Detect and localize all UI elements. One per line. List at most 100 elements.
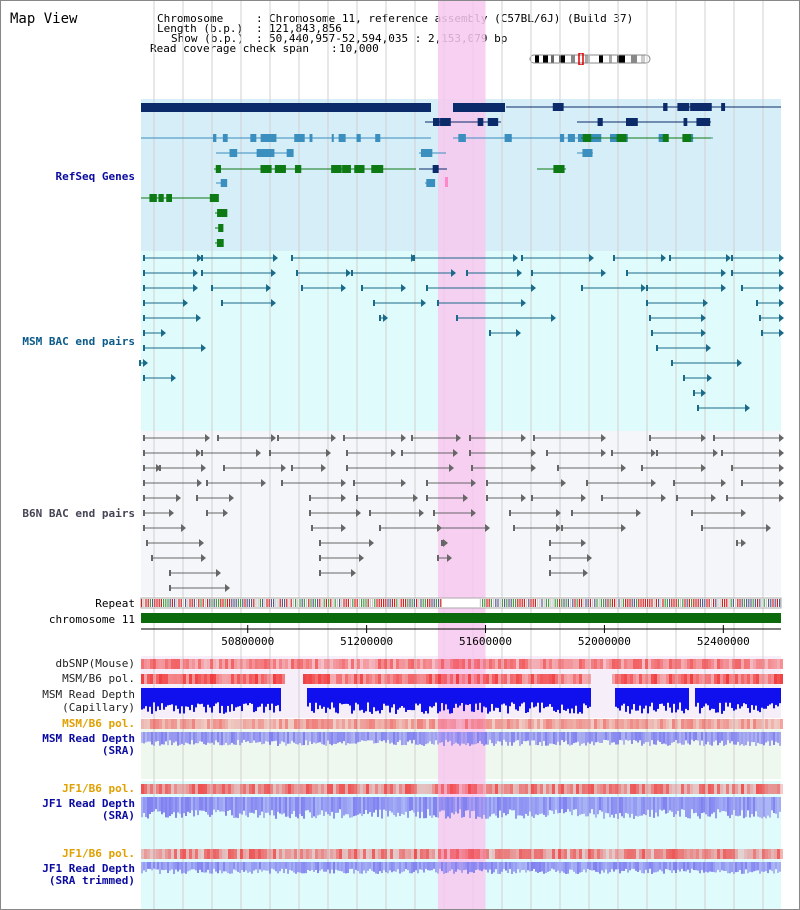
heat-cell [384, 719, 387, 729]
depth-bar [633, 732, 635, 740]
heat-cell [177, 674, 180, 684]
heat-cell [147, 674, 150, 684]
depth-bar [365, 862, 367, 874]
repeat-mark [156, 599, 158, 607]
heat-cell [462, 784, 465, 794]
heat-cell [681, 674, 684, 684]
track-label-msm-depth-capillary-sub: (Capillary) [62, 701, 135, 714]
repeat-mark [605, 599, 607, 607]
depth-bar [225, 862, 227, 872]
track-label-jf1-b6-pol[interactable]: JF1/B6 pol. [62, 782, 135, 795]
heat-cell [534, 674, 537, 684]
depth-bar [625, 732, 627, 740]
colon-4: : [331, 42, 338, 55]
heat-cell [186, 849, 189, 859]
heat-cell [588, 719, 591, 729]
repeat-mark [284, 599, 286, 607]
depth-bar [721, 688, 723, 714]
b6n-bac-pair-end [143, 450, 145, 456]
heat-cell [714, 719, 717, 729]
depth-bar [623, 797, 625, 819]
track-label-jf1-b6-pol-2[interactable]: JF1/B6 pol. [62, 847, 135, 860]
msm-bac-pair-arrow [517, 269, 522, 277]
b6n-bac-pair-end [549, 555, 551, 561]
heat-cell [675, 719, 678, 729]
depth-bar [225, 688, 227, 713]
depth-bar [455, 732, 457, 743]
msm-bac-pair-end [466, 270, 468, 276]
msm-bac-pair-arrow [531, 284, 536, 292]
repeat-mark [631, 599, 633, 607]
heat-cell [507, 719, 510, 729]
depth-bar [771, 688, 773, 704]
repeat-mark [589, 599, 591, 607]
depth-bar [629, 688, 631, 714]
depth-bar [411, 688, 413, 711]
track-label-msm-depth-sra[interactable]: MSM Read Depth [42, 732, 135, 745]
heat-cell [618, 849, 621, 859]
heat-cell [171, 659, 174, 669]
gene-exon [275, 165, 286, 173]
b6n-bac-pair-end [143, 510, 145, 516]
heat-cell [666, 659, 669, 669]
heat-cell [720, 674, 723, 684]
track-label-repeat[interactable]: Repeat [95, 597, 135, 610]
repeat-mark [147, 599, 149, 607]
b6n-bac-pair-arrow [651, 449, 656, 457]
heat-cell [705, 719, 708, 729]
depth-bar [759, 732, 761, 745]
track-label-jf1-depth-sra[interactable]: JF1 Read Depth [42, 797, 135, 810]
depth-bar [775, 862, 777, 870]
repeat-mark [609, 599, 611, 607]
depth-bar [363, 732, 365, 741]
heat-cell [699, 674, 702, 684]
depth-bar [295, 797, 297, 817]
heat-cell [270, 784, 273, 794]
track-label-msm-b6-pol[interactable]: MSM/B6 pol. [62, 672, 135, 685]
track-label-refseq[interactable]: RefSeq Genes [55, 170, 135, 183]
depth-bar [731, 732, 733, 742]
repeat-mark [394, 599, 396, 607]
depth-bar [141, 797, 143, 818]
depth-bar [671, 862, 673, 873]
depth-bar [351, 732, 353, 744]
track-label-msm-depth-capillary[interactable]: MSM Read Depth [42, 688, 135, 701]
track-label-msm-b6-pol-sra[interactable]: MSM/B6 pol. [62, 717, 135, 730]
track-label-msm-bac[interactable]: MSM BAC end pairs [22, 335, 135, 348]
depth-bar [767, 732, 769, 742]
b6n-bac-pair-end [437, 525, 439, 531]
repeat-mark [620, 599, 622, 607]
depth-bar [187, 862, 189, 872]
depth-bar [195, 797, 197, 811]
depth-bar [761, 732, 763, 745]
heat-cell [777, 674, 780, 684]
depth-bar [321, 797, 323, 811]
heat-cell [513, 719, 516, 729]
heat-cell [147, 784, 150, 794]
depth-bar [599, 862, 601, 874]
repeat-mark [292, 599, 294, 607]
depth-bar [651, 732, 653, 741]
b6n-bac-pair-end [546, 450, 548, 456]
depth-bar [147, 862, 149, 869]
track-label-jf1-depth-trimmed[interactable]: JF1 Read Depth [42, 862, 135, 875]
depth-bar [203, 688, 205, 707]
heat-cell [684, 719, 687, 729]
heat-cell [402, 784, 405, 794]
ideogram-band [609, 55, 612, 63]
heat-cell [327, 659, 330, 669]
b6n-bac-pair-arrow [583, 569, 588, 577]
track-label-chromosome[interactable]: chromosome 11 [48, 613, 135, 626]
depth-bar [319, 797, 321, 815]
depth-bar [377, 862, 379, 874]
depth-bar [667, 732, 669, 746]
depth-bar [531, 862, 533, 871]
depth-bar [211, 797, 213, 815]
heat-cell [630, 659, 633, 669]
depth-bar [509, 862, 511, 869]
track-label-b6n-bac[interactable]: B6N BAC end pairs [22, 507, 135, 520]
heat-cell [177, 849, 180, 859]
track-label-dbsnp[interactable]: dbSNP(Mouse) [55, 657, 135, 670]
repeat-mark [574, 599, 576, 607]
